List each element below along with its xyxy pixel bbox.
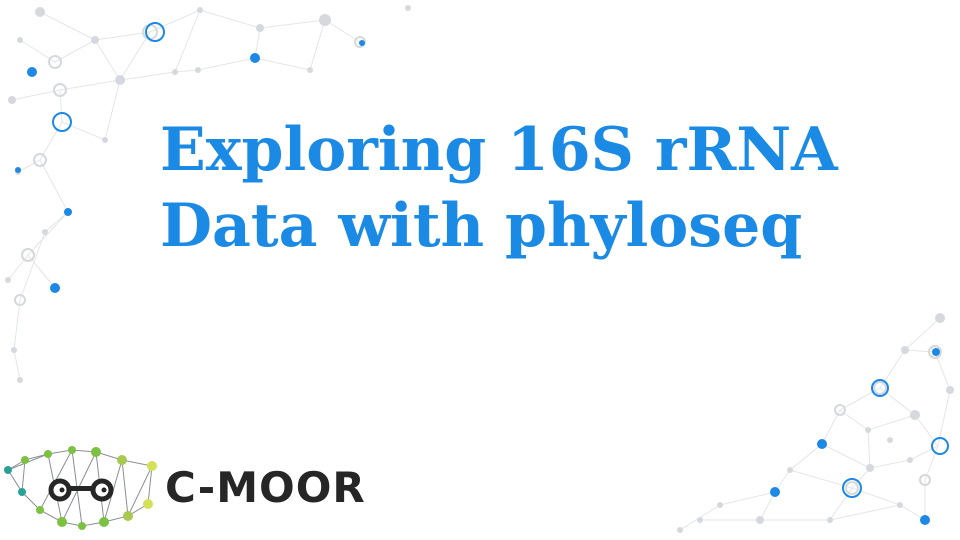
slide-title: Exploring 16S rRNA Data with phyloseq [160, 112, 920, 264]
slide-title-line-2: Data with phyloseq [160, 191, 803, 261]
logo-text: C-MOOR [165, 463, 366, 512]
network-binoculars-icon [4, 446, 157, 530]
slide-title-line-1: Exploring 16S rRNA [160, 115, 838, 185]
